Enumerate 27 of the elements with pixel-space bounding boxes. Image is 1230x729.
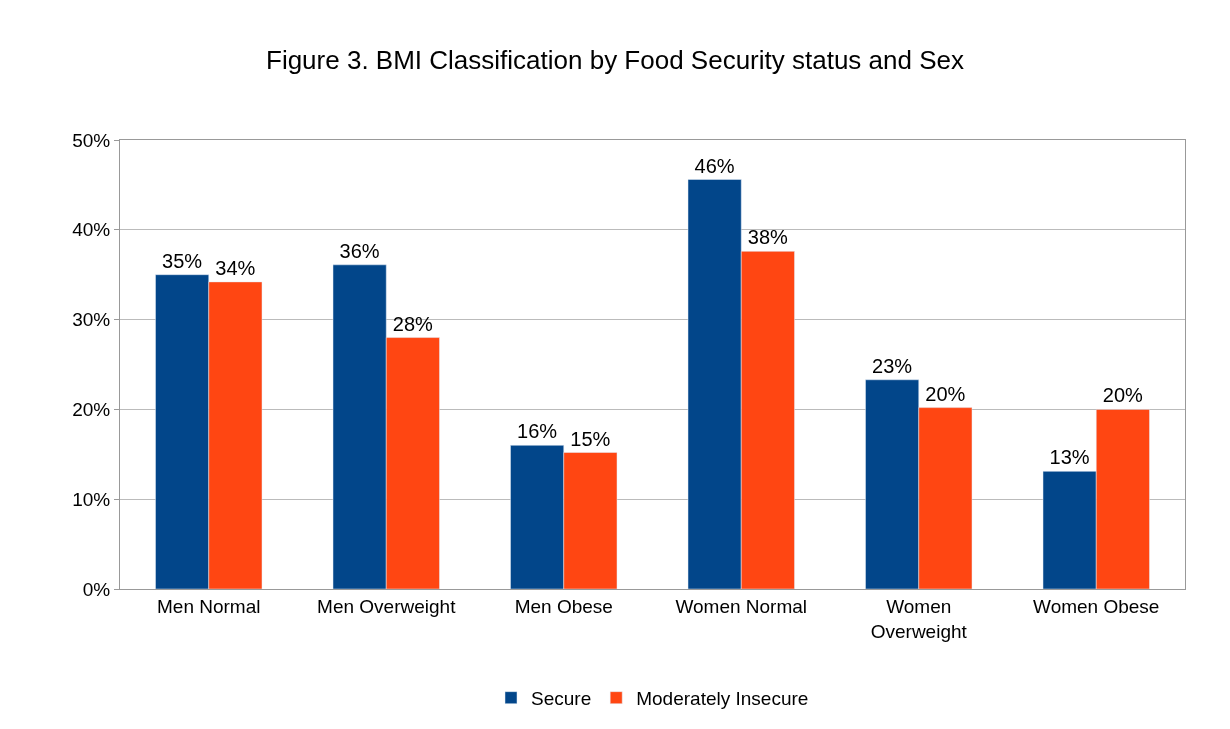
y-tick-label: 40% xyxy=(72,219,111,241)
y-tick-label: 20% xyxy=(72,399,111,421)
data-label: 16% xyxy=(517,420,558,443)
chart-title: Figure 3. BMI Classification by Food Security status and Sex xyxy=(266,45,964,76)
data-label: 28% xyxy=(392,312,433,335)
data-label: 15% xyxy=(570,427,611,450)
data-label: 20% xyxy=(1102,384,1143,407)
y-tick-label: 50% xyxy=(72,129,111,151)
data-label: 36% xyxy=(339,239,380,262)
data-label: 23% xyxy=(872,354,913,377)
data-label: 34% xyxy=(215,256,256,279)
x-tick-label: Men Overweight xyxy=(317,595,457,617)
data-label: 46% xyxy=(694,154,735,177)
y-tick-label: 0% xyxy=(82,578,111,600)
x-tick-label: Women Obese xyxy=(1033,595,1160,617)
legend-label: Moderately Insecure xyxy=(636,688,809,710)
x-tick-label: Women Overweight xyxy=(870,595,968,642)
x-tick-label: Women Normal xyxy=(675,595,808,617)
data-label: 38% xyxy=(747,226,788,249)
data-label: 20% xyxy=(925,382,966,405)
x-tick-label: Men Obese xyxy=(514,595,613,617)
y-tick-label: 30% xyxy=(72,309,111,331)
data-label: 35% xyxy=(162,249,203,272)
y-tick-label: 10% xyxy=(72,488,111,510)
legend-label: Secure xyxy=(531,688,592,710)
x-tick-label: Men Normal xyxy=(157,595,261,617)
data-label: 13% xyxy=(1049,446,1090,469)
